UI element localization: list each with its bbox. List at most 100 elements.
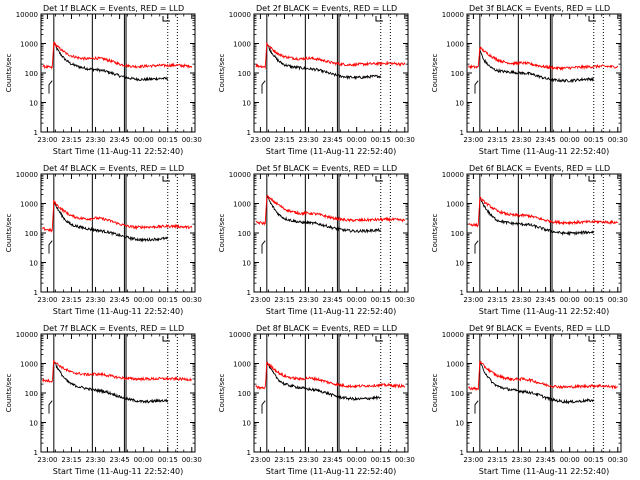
y-tick-label: 100: [451, 230, 464, 238]
x-tick-label: 00:00: [134, 456, 154, 464]
y-tick-label: 10: [29, 100, 38, 108]
x-tick-label: 23:00: [463, 296, 483, 304]
y-axis-label: Counts/sec: [218, 374, 226, 413]
corner-bracket: [162, 176, 170, 182]
x-tick-label: 00:30: [608, 456, 628, 464]
chart-title: Det 3f BLACK = Events, RED = LLD: [469, 4, 610, 13]
x-tick-label: 23:00: [250, 456, 270, 464]
y-tick-label: 1: [247, 129, 251, 137]
x-tick-label: 23:45: [323, 456, 343, 464]
y-tick-label: 10: [29, 420, 38, 428]
x-axis-label: Start Time (11-Aug-11 22:52:40): [479, 147, 610, 156]
y-tick-label: 1: [247, 289, 251, 297]
x-tick-label: 23:45: [110, 136, 130, 144]
y-axis-label: Counts/sec: [431, 374, 439, 413]
series-lld: [468, 360, 618, 392]
x-tick-label: 00:30: [182, 456, 202, 464]
plot-frame: [40, 13, 196, 133]
chart-panel-1: Det 1f BLACK = Events, RED = LLD Counts/s…: [5, 4, 202, 156]
chart-title: Det 5f BLACK = Events, RED = LLD: [256, 164, 397, 173]
y-tick-label: 10: [242, 420, 251, 428]
series-lld: [468, 196, 618, 228]
x-tick-label: 00:30: [182, 136, 202, 144]
x-tick-label: 00:00: [347, 456, 367, 464]
x-tick-label: 23:15: [274, 296, 294, 304]
chart-panel-7: Det 7f BLACK = Events, RED = LLD Counts/s…: [5, 324, 202, 476]
x-tick-label: 23:15: [487, 296, 507, 304]
series-lld: [255, 361, 406, 390]
y-tick-label: 1000: [446, 361, 464, 369]
x-tick-label: 00:15: [584, 456, 604, 464]
y-tick-label: 10000: [442, 331, 464, 339]
x-tick-label: 23:00: [37, 296, 57, 304]
x-tick-label: 00:00: [134, 296, 154, 304]
y-tick-label: 100: [25, 70, 38, 78]
plot-frame: [466, 333, 622, 453]
y-tick-label: 10000: [229, 11, 251, 19]
x-axis-label: Start Time (11-Aug-11 22:52:40): [479, 467, 610, 476]
x-tick-label: 00:30: [608, 136, 628, 144]
x-tick-label: 00:15: [158, 136, 178, 144]
series-lld: [42, 199, 193, 233]
y-tick-label: 10: [242, 260, 251, 268]
series-lld: [42, 41, 193, 70]
y-tick-label: 10000: [229, 331, 251, 339]
y-tick-label: 100: [25, 390, 38, 398]
x-axis-label: Start Time (11-Aug-11 22:52:40): [53, 467, 184, 476]
y-tick-label: 1: [34, 289, 38, 297]
chart-title: Det 8f BLACK = Events, RED = LLD: [256, 324, 397, 333]
x-tick-label: 23:15: [61, 456, 81, 464]
x-tick-label: 23:15: [61, 136, 81, 144]
x-tick-label: 23:45: [110, 296, 130, 304]
corner-bracket: [375, 16, 383, 22]
y-axis-label: Counts/sec: [431, 54, 439, 93]
x-tick-label: 23:00: [463, 136, 483, 144]
chart-title: Det 4f BLACK = Events, RED = LLD: [43, 164, 184, 173]
series-events: [474, 362, 594, 414]
x-tick-label: 23:45: [536, 296, 556, 304]
chart-panel-9: Det 9f BLACK = Events, RED = LLD Counts/s…: [431, 324, 628, 476]
y-tick-label: 1: [460, 129, 464, 137]
y-tick-label: 10: [455, 100, 464, 108]
plot-frame: [466, 173, 622, 293]
y-axis-label: Counts/sec: [218, 214, 226, 253]
x-tick-label: 00:15: [158, 296, 178, 304]
series-lld: [468, 46, 619, 71]
x-axis-label: Start Time (11-Aug-11 22:52:40): [266, 307, 397, 316]
x-tick-label: 00:15: [584, 296, 604, 304]
series-events: [474, 197, 595, 254]
x-axis-label: Start Time (11-Aug-11 22:52:40): [53, 307, 184, 316]
x-axis-label: Start Time (11-Aug-11 22:52:40): [266, 147, 397, 156]
chart-panel-4: Det 4f BLACK = Events, RED = LLD Counts/s…: [5, 164, 202, 316]
series-lld: [255, 194, 405, 226]
y-tick-label: 1000: [233, 361, 251, 369]
series-events: [474, 49, 594, 94]
x-axis-label: Start Time (11-Aug-11 22:52:40): [266, 467, 397, 476]
x-tick-label: 23:15: [274, 136, 294, 144]
y-tick-label: 10000: [442, 11, 464, 19]
x-tick-label: 23:00: [37, 456, 57, 464]
corner-bracket: [375, 176, 383, 182]
chart-title: Det 2f BLACK = Events, RED = LLD: [256, 4, 397, 13]
x-tick-label: 00:00: [560, 296, 580, 304]
series-lld: [255, 41, 406, 70]
x-tick-label: 23:00: [250, 136, 270, 144]
x-tick-label: 00:00: [560, 136, 580, 144]
plot-frame: [40, 333, 196, 453]
y-tick-label: 10000: [16, 11, 38, 19]
x-axis-label: Start Time (11-Aug-11 22:52:40): [53, 147, 184, 156]
plot-frame: [253, 173, 409, 293]
corner-bracket: [162, 16, 170, 22]
x-tick-label: 00:15: [371, 296, 391, 304]
corner-bracket: [588, 16, 596, 22]
y-tick-label: 1: [247, 449, 251, 457]
y-tick-label: 10000: [16, 171, 38, 179]
y-tick-label: 10: [29, 260, 38, 268]
y-tick-label: 1: [460, 289, 464, 297]
y-tick-label: 100: [451, 390, 464, 398]
corner-bracket: [588, 336, 596, 342]
x-tick-label: 23:30: [511, 296, 531, 304]
x-tick-label: 23:45: [536, 136, 556, 144]
y-tick-label: 100: [451, 70, 464, 78]
